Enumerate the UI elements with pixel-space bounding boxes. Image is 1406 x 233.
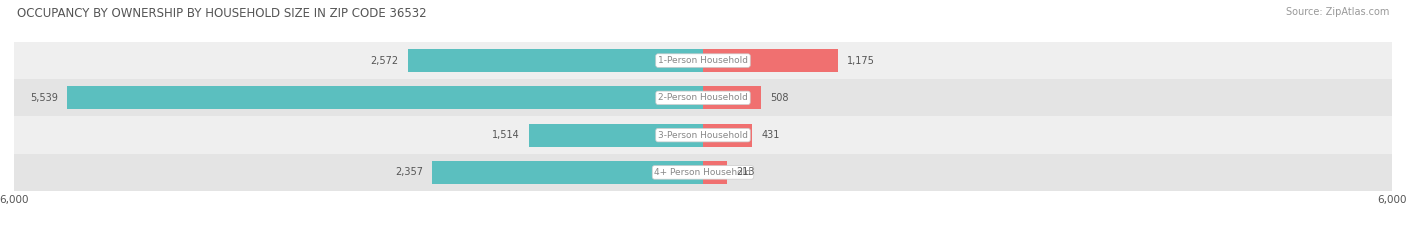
Bar [14, 42, 1392, 79]
Text: 508: 508 [770, 93, 789, 103]
Text: Source: ZipAtlas.com: Source: ZipAtlas.com [1285, 7, 1389, 17]
Text: OCCUPANCY BY OWNERSHIP BY HOUSEHOLD SIZE IN ZIP CODE 36532: OCCUPANCY BY OWNERSHIP BY HOUSEHOLD SIZE… [17, 7, 426, 20]
Text: 3-Person Household: 3-Person Household [658, 131, 748, 140]
Text: 2,357: 2,357 [395, 168, 423, 177]
Text: 1,514: 1,514 [492, 130, 520, 140]
Bar [14, 116, 1392, 154]
Bar [703, 161, 727, 184]
Legend: Owner-occupied, Renter-occupied: Owner-occupied, Renter-occupied [589, 230, 817, 233]
Bar [703, 49, 838, 72]
Bar [14, 154, 1392, 191]
Text: 431: 431 [762, 130, 780, 140]
Text: 1-Person Household: 1-Person Household [658, 56, 748, 65]
Text: 2,572: 2,572 [370, 56, 398, 65]
Text: 2-Person Household: 2-Person Household [658, 93, 748, 102]
Text: 213: 213 [737, 168, 755, 177]
Bar [67, 86, 703, 110]
Bar [703, 86, 761, 110]
Bar [408, 49, 703, 72]
Text: 1,175: 1,175 [846, 56, 875, 65]
Bar [529, 123, 703, 147]
Text: 4+ Person Household: 4+ Person Household [655, 168, 751, 177]
Bar [14, 79, 1392, 116]
Bar [703, 123, 752, 147]
Bar [433, 161, 703, 184]
Text: 5,539: 5,539 [30, 93, 58, 103]
